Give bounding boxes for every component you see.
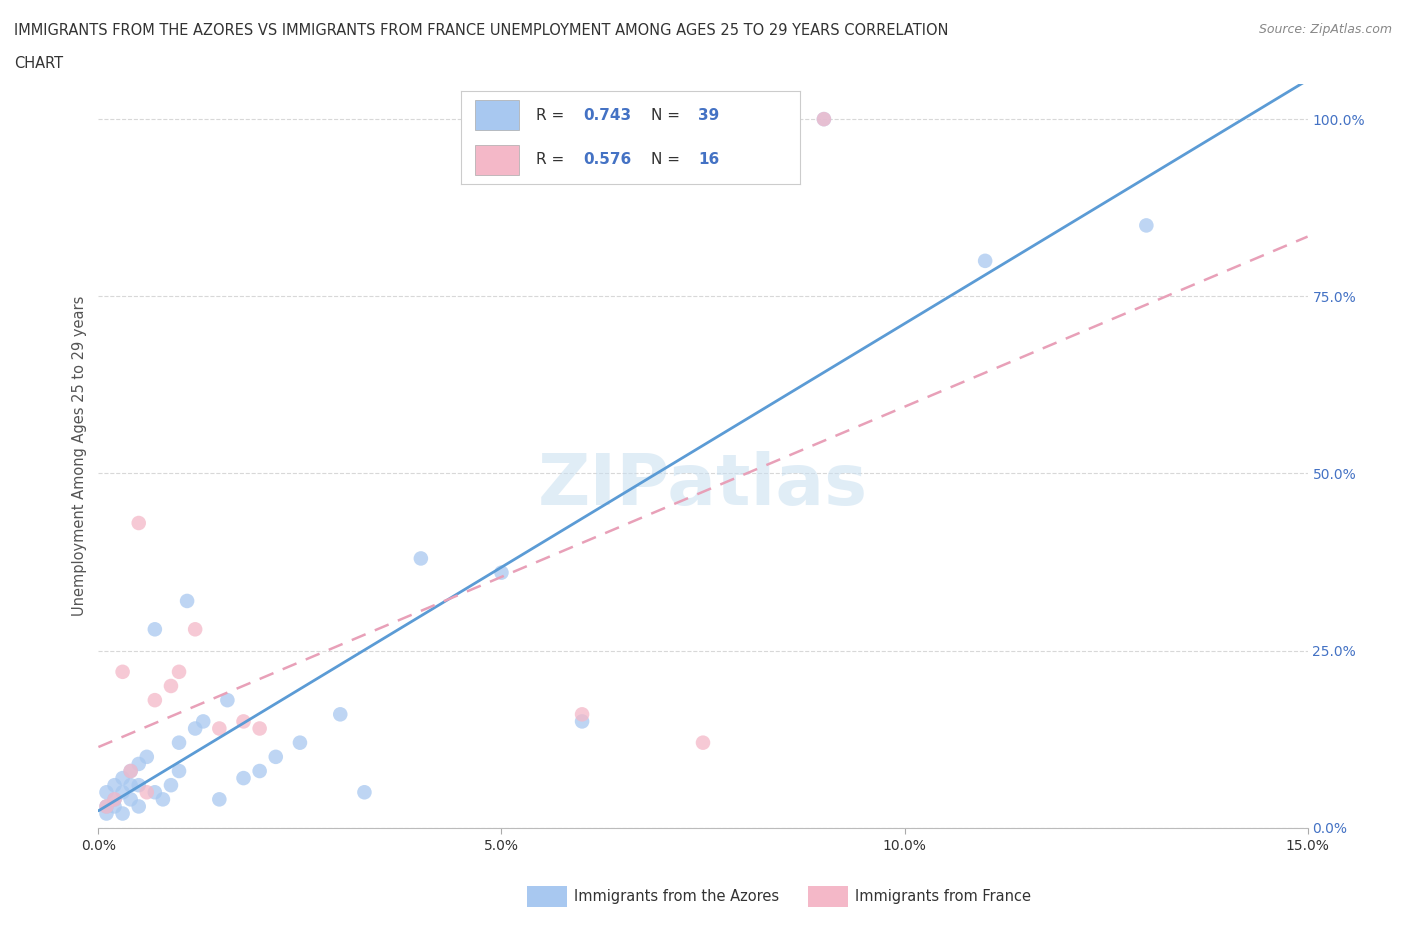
Point <box>813 112 835 126</box>
Point <box>167 664 190 679</box>
Point <box>813 112 835 126</box>
Point <box>208 721 231 736</box>
Point <box>160 679 183 694</box>
Point <box>232 771 254 786</box>
Point <box>974 253 997 268</box>
Point <box>120 764 142 778</box>
Point <box>103 792 125 807</box>
Point <box>409 551 432 565</box>
Point <box>96 799 118 814</box>
Point <box>96 785 118 800</box>
Point <box>264 750 287 764</box>
Point <box>176 593 198 608</box>
Point <box>353 785 375 800</box>
Point <box>249 764 271 778</box>
Point <box>571 714 593 729</box>
Text: Immigrants from the Azores: Immigrants from the Azores <box>574 889 779 904</box>
Text: Immigrants from France: Immigrants from France <box>855 889 1031 904</box>
Point <box>96 799 118 814</box>
Point <box>208 792 231 807</box>
Point <box>135 750 157 764</box>
Text: CHART: CHART <box>14 56 63 71</box>
Point <box>128 799 150 814</box>
Text: IMMIGRANTS FROM THE AZORES VS IMMIGRANTS FROM FRANCE UNEMPLOYMENT AMONG AGES 25 : IMMIGRANTS FROM THE AZORES VS IMMIGRANTS… <box>14 23 949 38</box>
Point <box>103 792 125 807</box>
Point <box>111 664 134 679</box>
Text: ZIPatlas: ZIPatlas <box>538 451 868 520</box>
Point <box>167 736 190 751</box>
Point <box>692 736 714 751</box>
Point <box>160 777 183 792</box>
Point <box>120 792 142 807</box>
Point <box>128 777 150 792</box>
Point <box>143 785 166 800</box>
Point <box>135 785 157 800</box>
Point <box>491 565 513 580</box>
Point <box>329 707 352 722</box>
Point <box>143 622 166 637</box>
Point <box>217 693 239 708</box>
Point <box>103 799 125 814</box>
Point <box>96 806 118 821</box>
Point <box>103 777 125 792</box>
Point <box>120 764 142 778</box>
Point <box>111 785 134 800</box>
Point <box>128 515 150 530</box>
Point <box>184 721 207 736</box>
Point <box>249 721 271 736</box>
Text: Source: ZipAtlas.com: Source: ZipAtlas.com <box>1258 23 1392 36</box>
Point <box>143 693 166 708</box>
Point <box>128 756 150 771</box>
Point <box>152 792 174 807</box>
Point <box>184 622 207 637</box>
Point <box>120 777 142 792</box>
Point <box>288 736 311 751</box>
Point <box>111 806 134 821</box>
Point <box>111 771 134 786</box>
Point <box>571 707 593 722</box>
Point <box>193 714 215 729</box>
Y-axis label: Unemployment Among Ages 25 to 29 years: Unemployment Among Ages 25 to 29 years <box>72 296 87 616</box>
Point <box>1135 218 1157 232</box>
Point <box>167 764 190 778</box>
Point <box>232 714 254 729</box>
